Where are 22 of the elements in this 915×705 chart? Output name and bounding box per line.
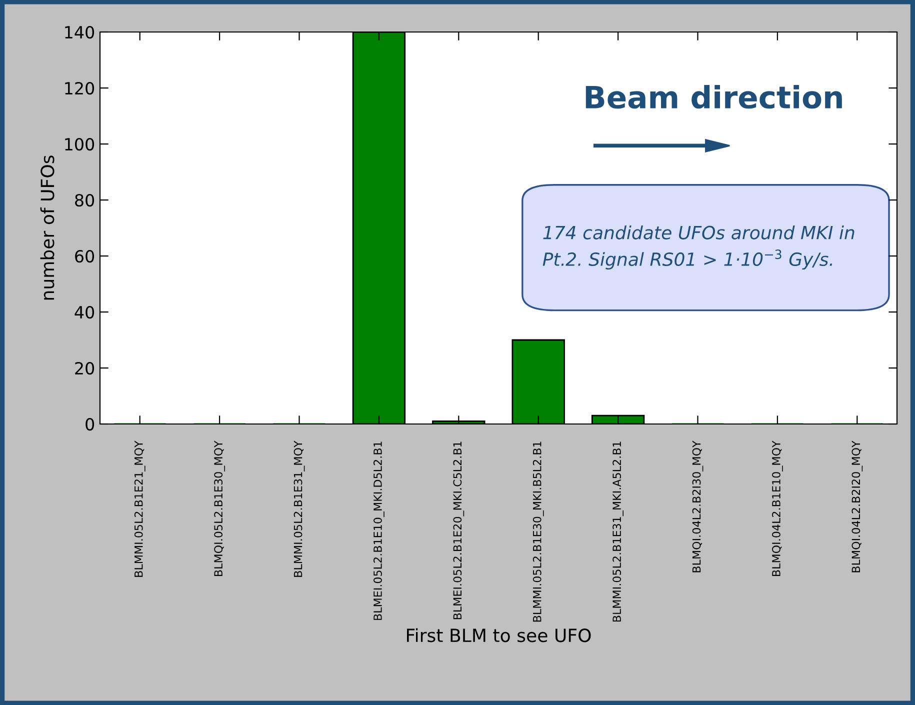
x-tick-label: BLMMI.05L2.B1E31_MKI.A5L2.B1 <box>612 442 624 622</box>
x-tick-label: BLMQI.04L2.B2I20_MQY <box>852 440 863 572</box>
annotation: Beam direction <box>586 85 842 109</box>
y-tick-label: 20 <box>75 362 94 375</box>
x-tick-label: BLMMI.05L2.B1E21_MQY <box>134 440 146 577</box>
x-tick-label: BLMMI.05L2.B1E31_MQY <box>294 440 305 577</box>
x-tick-label: BLMEI.05L2.B1E10_MKI.D5L2.B1 <box>374 442 384 620</box>
y-tick-label: 140 <box>65 26 94 39</box>
y-tick-label: 40 <box>74 306 94 319</box>
y-tick-label: 0 <box>86 418 94 431</box>
y-axis-title: number of UFOs <box>40 156 54 300</box>
y-tick-label: 100 <box>65 138 94 151</box>
x-tick-label: BLMQI.04L2.B2I30_MQY <box>692 440 704 572</box>
y-tick-label: 80 <box>75 194 94 207</box>
y-tick-label: 60 <box>75 250 94 263</box>
x-tick-label: BLMEI.05L2.B1E20_MKI.C5L2.B1 <box>453 442 464 620</box>
x-tick-label: BLMQI.04L2.B1E10_MQY <box>772 440 783 576</box>
x-tick-label: BLMQI.05L2.B1E30_MQY <box>214 440 225 576</box>
y-tick-label: 120 <box>65 82 94 95</box>
x-tick-label: BLMMI.05L2.B1E30_MKI.B5L2.B1 <box>532 442 544 622</box>
x-axis-title: First BLM to see UFO <box>407 628 591 642</box>
annotation: 174 candidate UFOs around MKI in Pt.2. Signal RS01 > 1·10$^{−3}$ Gy/s. <box>542 225 854 270</box>
